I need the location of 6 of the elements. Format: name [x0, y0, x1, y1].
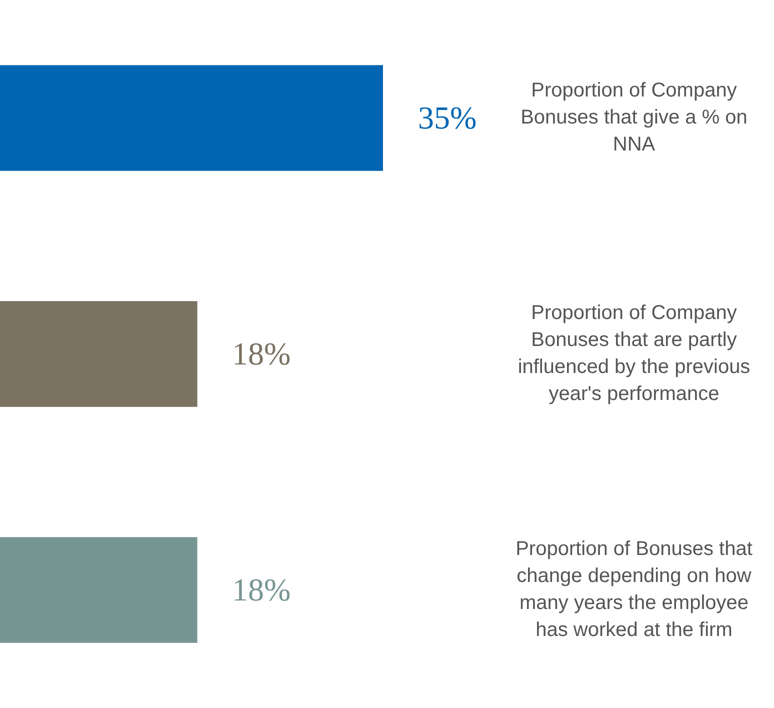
data-label: 18%: [232, 335, 291, 372]
y-tick-label: Proportion of Company Bonuses that are partly influenced by the previous year's performance: [518, 302, 750, 406]
data-label: 35%: [418, 99, 477, 136]
y-tick-label: Proportion of Company Bonuses that give a % on NNA: [520, 80, 748, 156]
y-tick-label: Proportion of Bonuses that change depending on how many years the employee has worked at the firm: [516, 538, 753, 642]
data-label: 18%: [232, 571, 291, 608]
